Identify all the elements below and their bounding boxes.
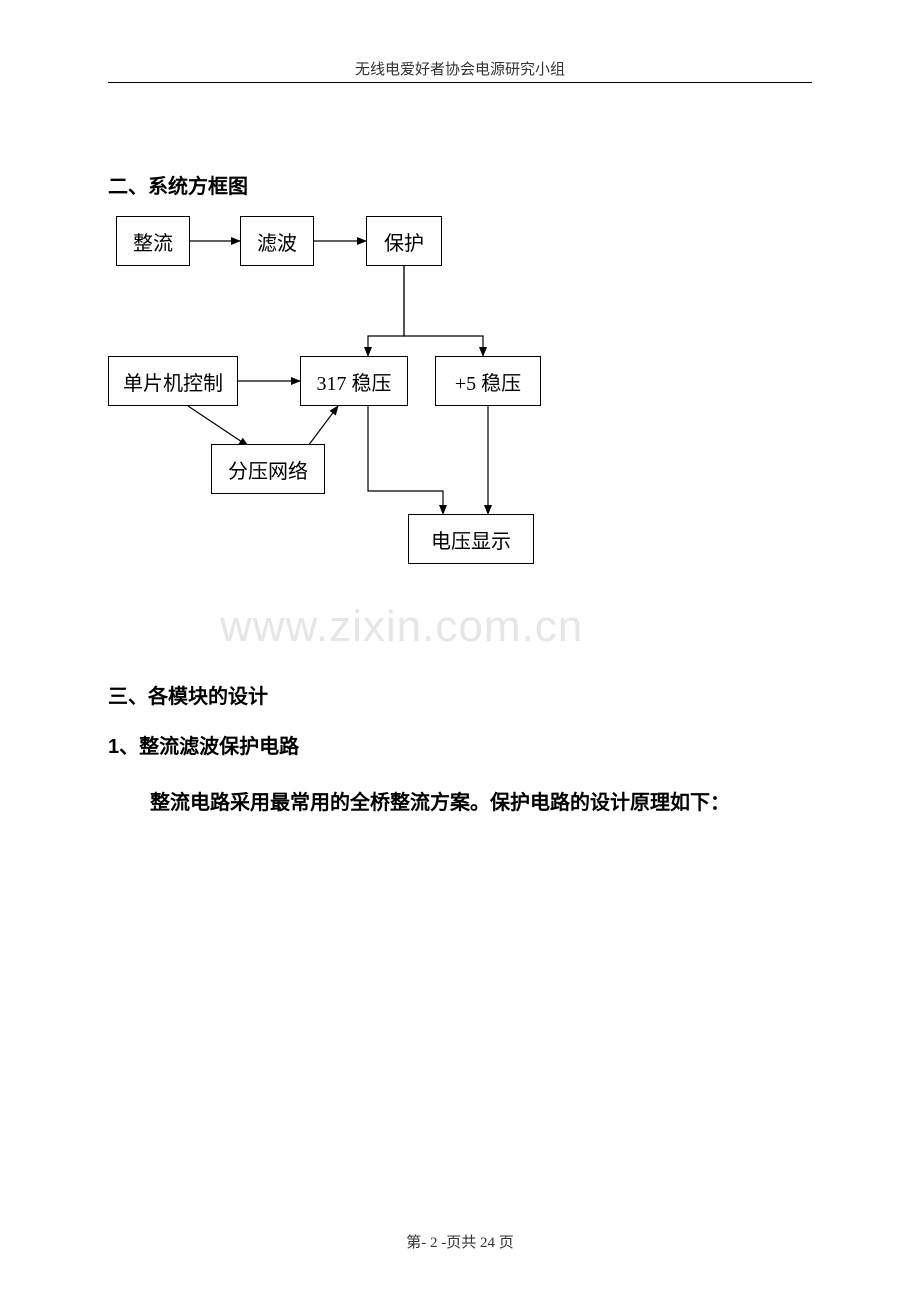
- subsection-1-heading: 1、整流滤波保护电路: [108, 730, 299, 759]
- diagram-edge-n4-n7: [188, 406, 248, 446]
- diagram-node-n2: 滤波: [240, 216, 314, 266]
- diagram-node-n3: 保护: [366, 216, 442, 266]
- diagram-node-n5: 317 稳压: [300, 356, 408, 406]
- section-3-heading: 三、各模块的设计: [108, 680, 268, 709]
- page-header: 无线电爱好者协会电源研究小组: [0, 58, 920, 79]
- header-rule: [108, 82, 812, 83]
- system-block-diagram: 整流滤波 保护单片机控制 317 稳压 +5 稳压分压网络电压显示: [108, 206, 608, 586]
- diagram-edge-n5-n8: [368, 406, 443, 514]
- diagram-node-n8: 电压显示: [408, 514, 534, 564]
- body-paragraph: 整流电路采用最常用的全桥整流方案。保护电路的设计原理如下：: [150, 786, 730, 815]
- watermark-text: www.zixin.com.cn: [220, 602, 583, 652]
- page-footer: 第- 2 -页共 24 页: [0, 1231, 920, 1252]
- diagram-edge-n3-n6: [404, 266, 483, 356]
- page: 无线电爱好者协会电源研究小组 二、系统方框图 整流滤波 保护单片机控制 317 稳压…: [0, 0, 920, 1302]
- diagram-edge-n3-n5: [368, 266, 404, 356]
- diagram-node-n6: +5 稳压: [435, 356, 541, 406]
- diagram-node-n1: 整流: [116, 216, 190, 266]
- diagram-edge-n7-n5: [308, 406, 338, 446]
- diagram-node-n4: 单片机控制: [108, 356, 238, 406]
- section-2-heading: 二、系统方框图: [108, 170, 248, 199]
- diagram-node-n7: 分压网络: [211, 444, 325, 494]
